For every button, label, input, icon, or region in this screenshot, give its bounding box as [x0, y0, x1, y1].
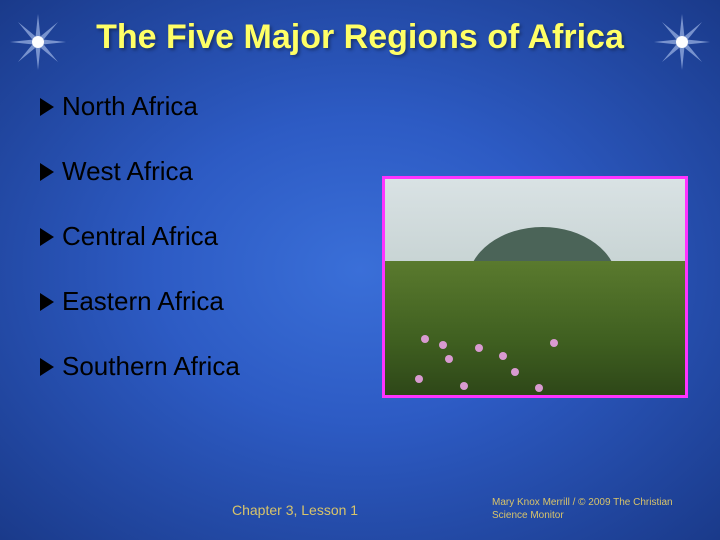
slide-title: The Five Major Regions of Africa — [0, 0, 720, 57]
arrow-icon — [40, 163, 54, 181]
bullet-text: Central Africa — [62, 221, 218, 252]
slide-image — [382, 176, 688, 398]
bullet-text: Eastern Africa — [62, 286, 224, 317]
footer-credit: Mary Knox Merrill / © 2009 The Christian… — [492, 497, 692, 522]
arrow-icon — [40, 98, 54, 116]
image-vegetation — [385, 261, 685, 395]
arrow-icon — [40, 228, 54, 246]
bullet-text: West Africa — [62, 156, 193, 187]
arrow-icon — [40, 358, 54, 376]
bullet-text: Southern Africa — [62, 351, 240, 382]
bullet-text: North Africa — [62, 91, 198, 122]
list-item: North Africa — [40, 91, 720, 122]
arrow-icon — [40, 293, 54, 311]
footer-chapter: Chapter 3, Lesson 1 — [232, 502, 358, 518]
